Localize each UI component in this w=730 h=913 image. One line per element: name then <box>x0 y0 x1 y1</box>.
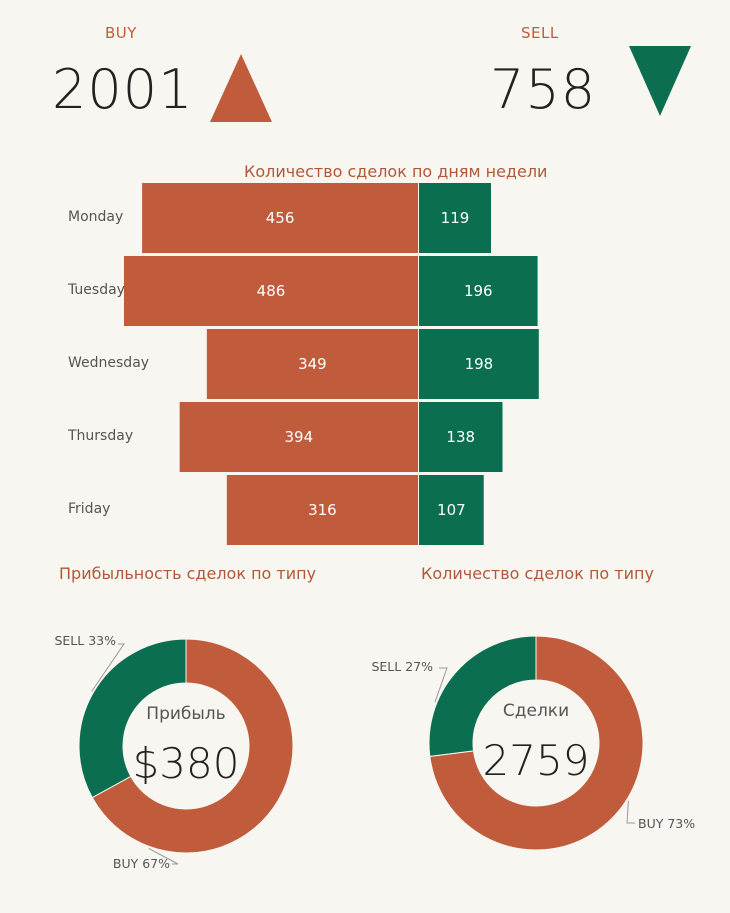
triangle-up-icon <box>210 54 272 122</box>
count-donut-title: Количество сделок по типу <box>421 564 654 583</box>
triangle-down-icon <box>629 46 691 116</box>
sell-kpi-value: 758 <box>490 58 597 121</box>
sell-value-monday: 119 <box>441 209 470 227</box>
day-label-monday: Monday <box>68 209 124 225</box>
sell-bar-friday <box>419 475 484 545</box>
donut-center-value: $380 <box>133 739 240 788</box>
sell-kpi-label: SELL <box>521 24 559 42</box>
day-label-thursday: Thursday <box>68 428 134 444</box>
buy-value-wednesday: 349 <box>298 355 327 373</box>
donut-slice-sell <box>428 635 537 757</box>
donut-slice-buy <box>429 635 644 851</box>
slice-label-buy: BUY 67% <box>113 856 170 871</box>
leader-line-sell <box>434 667 448 703</box>
sell-value-tuesday: 196 <box>464 282 493 300</box>
buy-bar-tuesday <box>123 256 418 326</box>
buy-value-friday: 316 <box>308 501 337 519</box>
day-label-tuesday: Tuesday <box>68 282 125 298</box>
slice-label-buy: BUY 73% <box>638 816 695 831</box>
sell-bar-tuesday <box>419 256 538 326</box>
buy-value-thursday: 394 <box>284 428 313 446</box>
donut-slice-sell <box>78 638 187 799</box>
buy-kpi-label: BUY <box>105 24 137 42</box>
buy-bar-thursday <box>179 402 418 472</box>
sell-value-thursday: 138 <box>446 428 475 446</box>
day-label-friday: Friday <box>68 501 111 517</box>
donut-center-value: 2759 <box>483 736 590 785</box>
leader-line-buy <box>626 800 635 824</box>
sell-value-friday: 107 <box>437 501 466 519</box>
sell-bar-thursday <box>419 402 503 472</box>
profit-donut-title: Прибыльность сделок по типу <box>59 564 317 583</box>
slice-label-sell: SELL 27% <box>371 659 433 674</box>
buy-value-tuesday: 486 <box>257 282 286 300</box>
buy-value-monday: 456 <box>266 209 295 227</box>
donut-center-title: Прибыль <box>146 704 225 724</box>
leader-line-buy <box>148 847 179 865</box>
buy-bar-monday <box>142 183 418 253</box>
buy-bar-friday <box>226 475 418 545</box>
buy-bar-wednesday <box>206 329 418 399</box>
buy-kpi-value: 2001 <box>52 58 194 121</box>
day-label-wednesday: Wednesday <box>68 355 150 371</box>
sell-value-wednesday: 198 <box>465 355 494 373</box>
leader-line-sell <box>91 643 125 692</box>
profit-donut-chart: BUY 67% SELL 33% Прибыль $380 <box>54 633 294 871</box>
weekday-bar-chart: 456 119 486 196 349 198 394 138 316 107 <box>123 183 539 545</box>
bar-chart-title: Количество сделок по дням недели <box>244 162 548 181</box>
donut-center-title: Сделки <box>503 701 569 721</box>
sell-bar-wednesday <box>419 329 539 399</box>
slice-label-sell: SELL 33% <box>54 633 116 648</box>
count-donut-chart: BUY 73% SELL 27% Сделки 2759 <box>371 635 695 851</box>
sell-bar-monday <box>419 183 491 253</box>
donut-slice-buy <box>91 638 294 854</box>
